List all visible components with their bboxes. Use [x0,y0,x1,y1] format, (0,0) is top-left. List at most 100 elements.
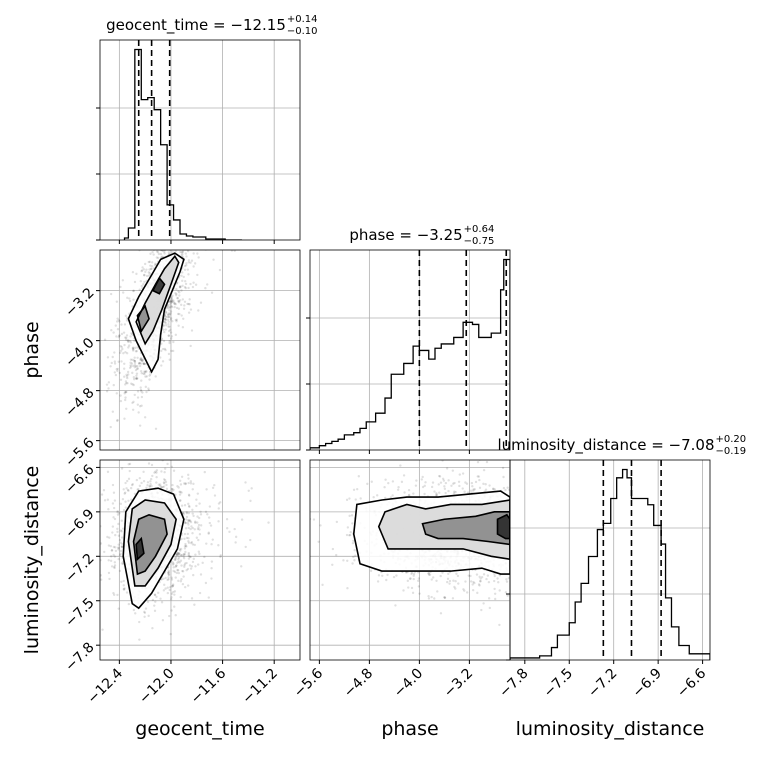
scatter-point [443,485,446,488]
scatter-point [226,217,228,219]
scatter-point [581,553,583,555]
scatter-point [297,525,299,527]
scatter-point [471,588,475,592]
scatter-point [85,416,87,418]
scatter-point [173,305,176,309]
scatter-point [512,576,514,578]
scatter-point [177,486,180,489]
scatter-point [118,334,121,337]
scatter-point [177,571,181,575]
scatter-point [187,523,190,526]
scatter-point [430,578,433,581]
scatter-point [177,299,180,303]
scatter-point [140,390,143,393]
scatter-point [149,477,153,481]
scatter-point [126,296,129,300]
scatter-point [348,534,351,537]
scatter-point [186,584,190,587]
scatter-point [172,228,174,230]
scatter-point [512,577,514,579]
scatter-point [160,601,164,604]
scatter-point [439,612,443,615]
scatter-point [113,565,116,569]
scatter-point [196,185,198,187]
scatter-point [181,569,184,573]
scatter-point [515,531,517,533]
scatter-point [186,521,190,524]
scatter-point [205,542,208,545]
scatter-point [552,533,554,535]
scatter-point [116,510,119,513]
scatter-point [184,521,187,525]
scatter-point [113,566,116,570]
scatter-point [548,554,550,556]
scatter-point [542,530,544,532]
scatter-point [408,577,412,580]
scatter-point [492,579,496,583]
scatter-point [119,351,122,355]
scatter-point [167,312,171,315]
scatter-point [512,540,514,542]
scatter-point [136,377,139,380]
scatter-point [185,518,188,521]
scatter-point [119,541,123,544]
scatter-point [164,318,168,322]
scatter-point [142,362,145,365]
scatter-point [143,370,146,373]
scatter-point [138,405,142,408]
scatter-point [153,263,157,267]
scatter-point [532,553,534,555]
scatter-point [435,493,438,497]
scatter-point [129,361,132,364]
scatter-point [502,486,506,490]
scatter-point [520,545,522,547]
scatter-point [131,371,134,375]
scatter-point [372,496,375,499]
scatter-point [264,541,266,543]
scatter-point [138,361,142,365]
scatter-point [135,374,138,378]
scatter-point [228,227,230,229]
scatter-point [474,480,478,484]
scatter-point [140,284,143,288]
scatter-point [456,574,460,578]
scatter-point [134,612,137,615]
scatter-point [177,552,180,555]
scatter-point [167,573,171,576]
scatter-point [453,585,456,589]
histogram-title: luminosity_distance = −7.08 +0.20−0.19 [497,434,746,457]
scatter-point [169,317,173,320]
scatter-point [410,572,413,576]
scatter-point [164,480,168,484]
scatter-point [121,562,125,566]
scatter-point [186,205,188,207]
scatter-point [194,553,197,556]
scatter-point [169,312,172,315]
scatter-point [190,525,193,528]
scatter-point [550,481,552,483]
scatter-point [196,252,199,255]
scatter-point [124,390,128,394]
scatter-point [581,518,583,520]
scatter-point [185,561,188,565]
scatter-point [529,549,531,551]
scatter-point [526,532,528,534]
scatter-point [511,504,513,506]
scatter-point [170,578,174,581]
scatter-point [168,325,171,328]
scatter-point [522,512,524,514]
scatter-point [348,497,351,500]
scatter-point [143,371,147,374]
x-tick-label: −5.6 [291,665,326,700]
scatter-point [163,241,165,243]
scatter-point [346,559,349,562]
scatter-point [159,356,162,359]
panel-frame [99,249,301,451]
x-tick-label: −3.2 [441,666,476,701]
scatter-point [162,478,166,481]
scatter-point [617,530,619,532]
scatter-point [542,537,544,539]
scatter-point [433,490,436,493]
scatter-point [176,312,180,316]
scatter-point [580,535,582,537]
